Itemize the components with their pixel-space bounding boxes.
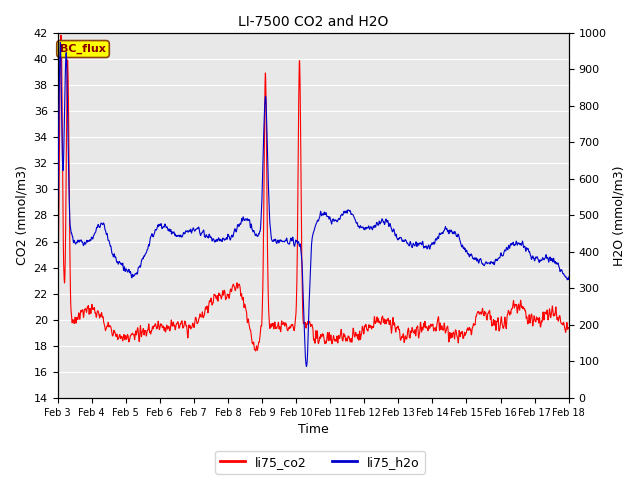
Legend: li75_co2, li75_h2o: li75_co2, li75_h2o: [215, 451, 425, 474]
X-axis label: Time: Time: [298, 423, 328, 436]
Title: LI-7500 CO2 and H2O: LI-7500 CO2 and H2O: [238, 15, 388, 29]
Text: BC_flux: BC_flux: [60, 44, 106, 54]
Y-axis label: H2O (mmol/m3): H2O (mmol/m3): [612, 165, 625, 266]
Y-axis label: CO2 (mmol/m3): CO2 (mmol/m3): [15, 166, 28, 265]
